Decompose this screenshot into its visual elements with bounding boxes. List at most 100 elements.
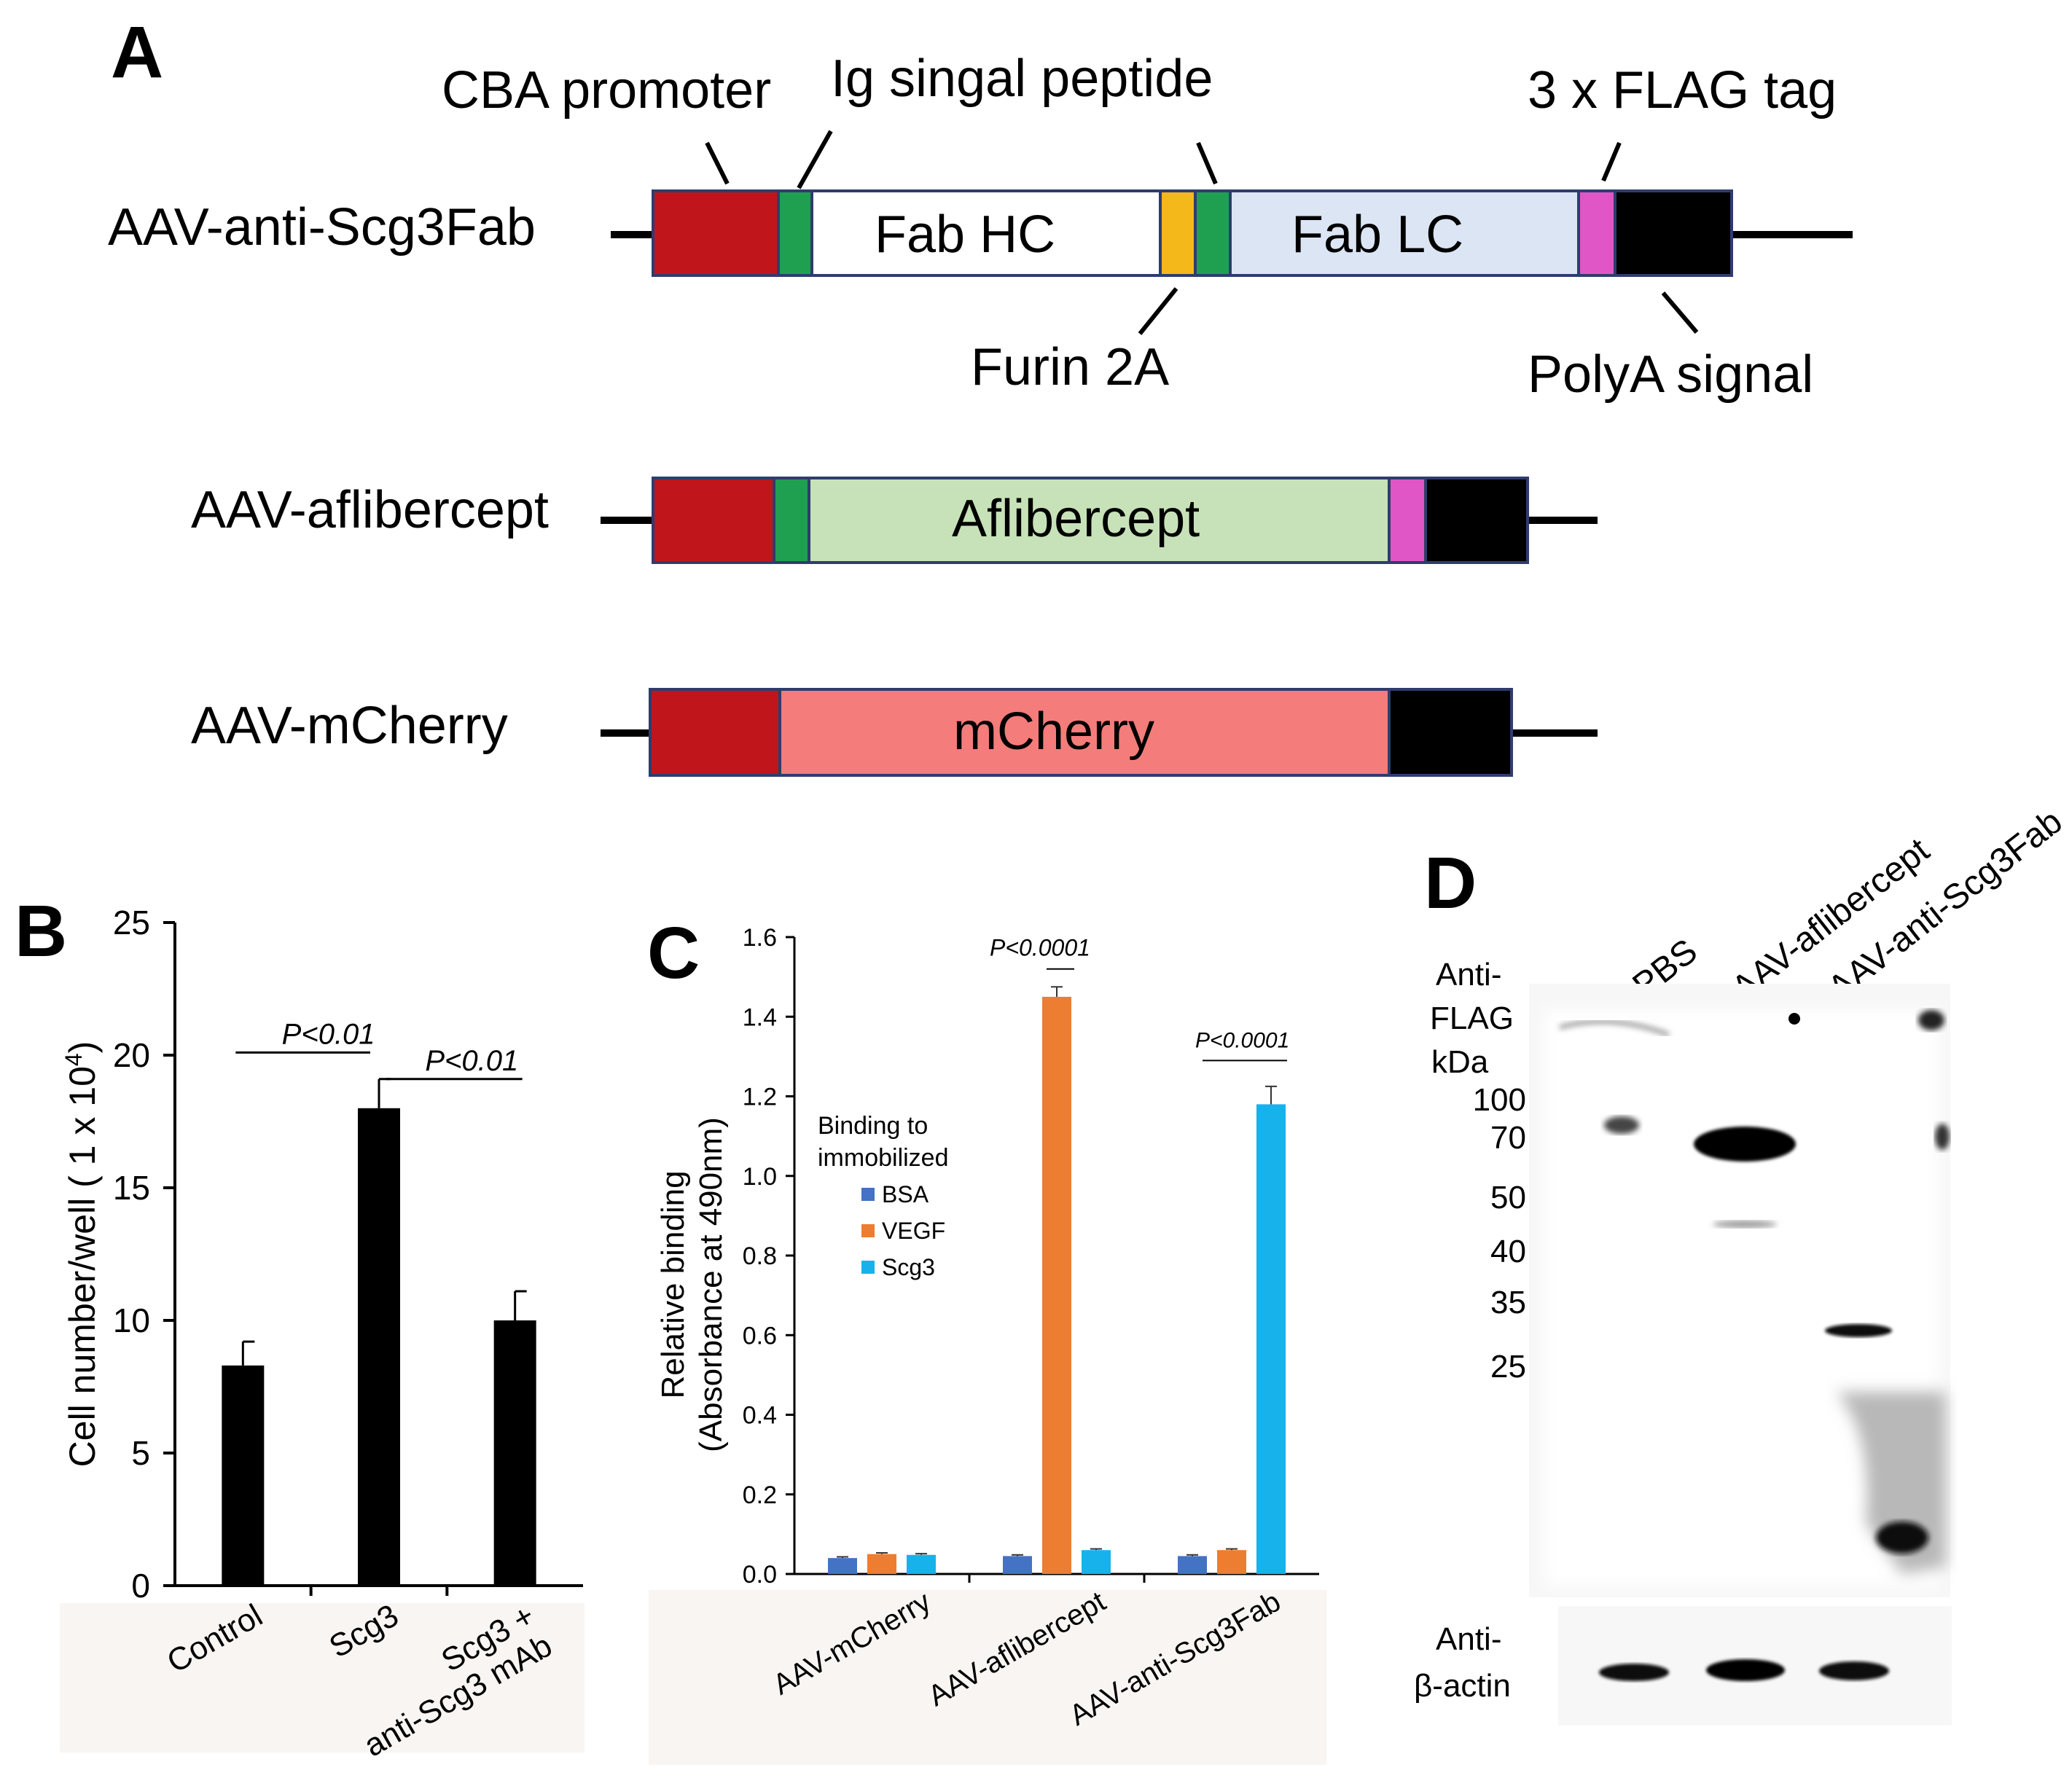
significance-label: P<0.01	[282, 1018, 375, 1050]
y-tick-label: 1.2	[743, 1084, 777, 1111]
band-aflibercept-70kda	[1694, 1127, 1796, 1162]
panel-b-letter: B	[15, 890, 68, 972]
actin-band-anti-scg3fab	[1819, 1661, 1889, 1680]
flag-segment	[1577, 189, 1616, 277]
furin-2a-label: Furin 2A	[971, 338, 1170, 396]
blot-label-flag: FLAG	[1430, 1000, 1514, 1036]
furin-segment	[1159, 189, 1197, 277]
pointer-line-cba	[705, 141, 730, 185]
segment-label-aflibercept: Aflibercept	[952, 490, 1200, 548]
bar	[222, 1365, 265, 1586]
cba-promoter-label: CBA promoter	[442, 61, 772, 120]
y-tick-label: 10	[113, 1301, 150, 1339]
bar	[1178, 1556, 1207, 1574]
construct-name-mcherry: AAV-mCherry	[191, 697, 508, 755]
bar	[1256, 1104, 1286, 1574]
actin-label-beta-actin: β-actin	[1414, 1668, 1511, 1704]
actin-band-aflibercept	[1706, 1659, 1785, 1681]
faint-band	[1713, 1221, 1777, 1228]
flag-segment	[1388, 477, 1427, 564]
legend-title: immobilized	[818, 1144, 949, 1172]
segment-label-mcherry: mCherry	[953, 702, 1155, 761]
chart-c: 0.00.20.40.60.81.01.21.41.6AAV-mCherryAA…	[649, 924, 1326, 1765]
construct-name-aflibercept: AAV-aflibercept	[191, 481, 549, 539]
y-axis-label: (Absorbance at 490nm)	[693, 1117, 729, 1452]
bar	[907, 1554, 936, 1574]
legend-title: Binding to	[818, 1112, 928, 1140]
y-tick-label: 1.0	[743, 1163, 777, 1191]
y-tick-label: 1.4	[743, 1003, 777, 1031]
marker-35: 35	[1490, 1285, 1526, 1320]
legend-label: VEGF	[882, 1218, 945, 1244]
marker-25: 25	[1490, 1349, 1526, 1385]
legend-label: BSA	[882, 1181, 929, 1207]
kda-label: kDa	[1431, 1044, 1489, 1080]
pointer-line-polya	[1661, 291, 1699, 334]
bar	[493, 1320, 536, 1586]
y-axis-label: Cell number/well ( 1 x 104)	[60, 1041, 103, 1468]
y-tick-label: 15	[113, 1169, 150, 1207]
construct-diagrams	[601, 130, 1853, 777]
y-axis-label: Relative binding	[655, 1170, 691, 1398]
blot-label-anti: Anti-	[1436, 957, 1502, 992]
promoter-segment	[649, 688, 781, 777]
panel-d-letter: D	[1424, 842, 1477, 924]
bar	[1042, 996, 1071, 1574]
y-tick-label: 0.0	[743, 1561, 777, 1589]
panel-a-letter: A	[111, 12, 164, 93]
significance-label: P<0.0001	[1195, 1028, 1289, 1052]
y-tick-label: 20	[113, 1036, 150, 1074]
y-tick-label: 0.2	[743, 1481, 777, 1509]
significance-label: P<0.0001	[990, 935, 1090, 961]
marker-40: 40	[1490, 1234, 1526, 1269]
band-anti-scg3fab-28kda	[1825, 1324, 1892, 1337]
y-tick-label: 0.6	[743, 1322, 777, 1350]
bar	[867, 1554, 896, 1574]
promoter-segment	[652, 189, 780, 277]
polya-segment	[1424, 477, 1529, 564]
aflibercept-segment	[808, 477, 1391, 564]
bar	[1082, 1550, 1111, 1574]
blot-speck	[1935, 1124, 1950, 1150]
y-tick-label: 25	[113, 904, 150, 941]
marker-50: 50	[1490, 1180, 1526, 1215]
x-axis-label-band	[60, 1603, 585, 1753]
y-tick-label: 5	[131, 1434, 150, 1472]
y-tick-label: 0	[131, 1567, 150, 1605]
signal-peptide-segment	[773, 477, 810, 564]
legend-swatch	[861, 1224, 875, 1237]
legend-swatch	[861, 1261, 875, 1274]
pointer-line-ig-2	[1196, 141, 1218, 185]
bar	[1003, 1556, 1032, 1574]
polya-segment	[1388, 688, 1513, 777]
blot-smear	[1559, 1019, 1670, 1037]
y-tick-label: 0.4	[743, 1402, 777, 1430]
pointer-line-flag	[1601, 141, 1622, 182]
bar	[1217, 1550, 1246, 1574]
signal-peptide-segment-2	[1194, 189, 1232, 277]
marker-70: 70	[1490, 1120, 1526, 1156]
fab-hc-segment	[810, 189, 1162, 277]
blot-speck	[1876, 1522, 1928, 1554]
blot-speck	[1918, 1010, 1944, 1030]
segment-label-fab-hc: Fab HC	[875, 205, 1056, 264]
flag-tag-label: 3 x FLAG tag	[1528, 61, 1837, 120]
bar	[828, 1558, 857, 1574]
bar	[358, 1108, 400, 1586]
actin-label-anti: Anti-	[1436, 1621, 1502, 1657]
ig-signal-peptide-label: Ig singal peptide	[831, 50, 1213, 108]
construct-name-anti-scg3fab: AAV-anti-Scg3Fab	[108, 198, 536, 257]
promoter-segment	[652, 477, 775, 564]
significance-label: P<0.01	[425, 1045, 518, 1077]
actin-band-pbs	[1599, 1664, 1669, 1681]
legend-label: Scg3	[882, 1254, 935, 1280]
blot-speck	[1788, 1013, 1800, 1025]
panel-c-letter: C	[647, 912, 700, 994]
y-tick-label: 1.6	[743, 924, 777, 952]
polya-segment	[1614, 189, 1733, 277]
x-axis-label-band	[649, 1590, 1326, 1765]
signal-peptide-segment	[777, 189, 813, 277]
polya-signal-label: PolyA signal	[1528, 345, 1814, 404]
blot-speck	[1604, 1116, 1639, 1134]
